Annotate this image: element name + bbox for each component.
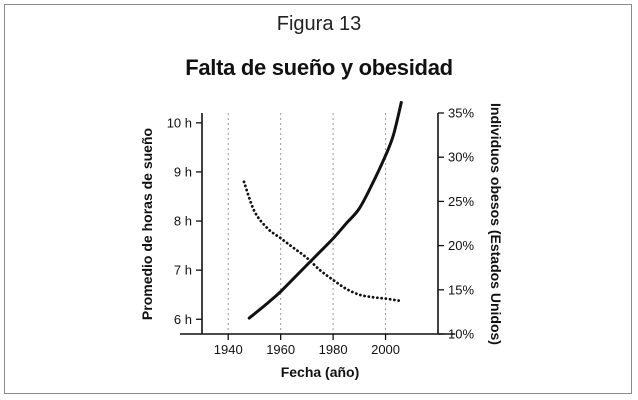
y-right-tick-label: 20%	[448, 238, 474, 253]
y-left-tick-label: 10 h	[167, 115, 192, 130]
y-left-tick-label: 7 h	[174, 263, 192, 278]
x-tick-label: 1940	[214, 342, 243, 357]
x-tick-label: 2000	[371, 342, 400, 357]
figure-label: Figura 13	[276, 13, 362, 35]
figure-frame	[4, 4, 632, 394]
y-left-tick-label: 9 h	[174, 164, 192, 179]
x-tick-label: 1960	[266, 342, 295, 357]
y-axis-right-title: Individuos obesos (Estados Unidos)	[488, 103, 504, 345]
grid-layer	[227, 113, 387, 334]
chart-title: Falta de sueño y obesidad	[185, 55, 453, 80]
y-right-tick-label: 25%	[448, 194, 474, 209]
y-right-tick-label: 30%	[448, 150, 474, 165]
axes-layer	[180, 112, 455, 340]
y-right-tick-label: 15%	[448, 282, 474, 297]
y-left-tick-label: 6 h	[174, 312, 192, 327]
series-layer	[242, 100, 403, 320]
y-right-tick-label: 10%	[448, 327, 474, 342]
x-tick-label: 1980	[319, 342, 348, 357]
y-left-tick-label: 8 h	[174, 214, 192, 229]
obesity-series-line	[247, 100, 403, 320]
labels-layer: 1940 1960 1980 2000 6 h 7 h 8 h 9 h 10 h 10% 15% 20…	[167, 106, 475, 358]
sleep-hours-series-line	[242, 180, 401, 302]
y-axis-left-title: Promedio de horas de sueño	[139, 128, 155, 320]
x-axis-title: Fecha (año)	[281, 364, 360, 380]
y-right-tick-label: 35%	[448, 106, 474, 121]
